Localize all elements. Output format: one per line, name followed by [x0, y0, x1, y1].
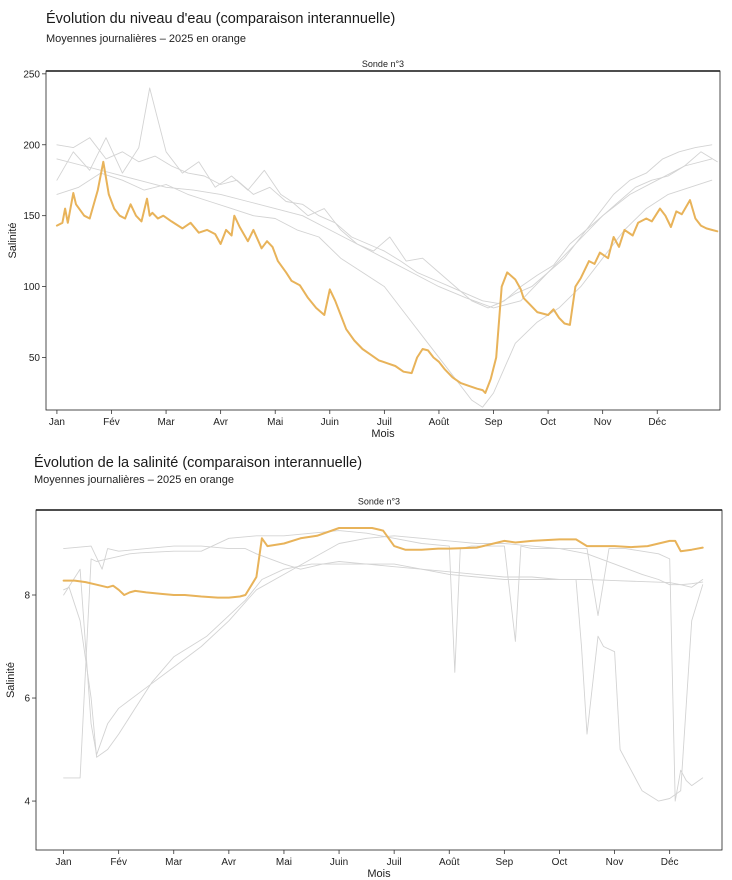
chart-title: Évolution de la salinité (comparaison in… [34, 455, 363, 471]
series-line-4 [63, 545, 704, 586]
series-line-2025 [55, 160, 719, 394]
water-level-chart: Sonde n°3 50 100 150 200 250 Jan Fév Mar Avr Mai Ju… [7, 56, 721, 440]
x-tick-label: Avr [213, 417, 228, 428]
salinity-chart: Sonde n°3 4 6 8 Jan Fév Mar Avr Mai Juin Juil Août S… [5, 492, 723, 880]
x-tick-label: Mai [267, 417, 283, 428]
x-tick-label: Jan [49, 417, 65, 428]
facet-strip [36, 492, 722, 510]
x-tick-label: Mai [276, 857, 292, 868]
x-tick-label: Nov [606, 857, 624, 868]
x-axis-title: Mois [371, 428, 395, 440]
series-line-3 [56, 172, 713, 408]
facet-strip [46, 56, 720, 71]
x-tick-label: Août [439, 857, 460, 868]
x-tick-label: Oct [540, 417, 556, 428]
series-line-2025 [62, 527, 704, 599]
x-tick-label: Jan [55, 857, 71, 868]
series-line-3 [63, 535, 704, 756]
x-tick-label: Oct [552, 857, 568, 868]
plot-panel [35, 509, 723, 851]
y-tick-label: 8 [24, 591, 30, 602]
y-tick-label: 50 [29, 353, 41, 364]
y-axis-title: Salinité [5, 662, 17, 698]
x-tick-label: Juil [387, 857, 402, 868]
chart-subtitle: Moyennes journalières – 2025 en orange [34, 474, 234, 486]
chart-title: Évolution du niveau d'eau (comparaison i… [46, 11, 396, 27]
y-tick-label: 250 [23, 69, 40, 80]
x-tick-label: Déc [648, 417, 666, 428]
y-tick-label: 4 [24, 797, 30, 808]
x-tick-label: Juil [377, 417, 392, 428]
y-tick-label: 6 [24, 694, 30, 705]
series-line-4 [56, 158, 713, 309]
x-tick-label: Juin [321, 417, 339, 428]
x-tick-label: Avr [221, 857, 236, 868]
x-axis-title: Mois [367, 868, 391, 880]
series-line-2 [63, 563, 704, 802]
facet-strip-label: Sonde n°3 [358, 497, 400, 507]
chart-panel-salinity: Évolution de la salinité (comparaison in… [0, 448, 732, 880]
y-tick-label: 150 [23, 211, 40, 222]
x-tick-label: Août [429, 417, 450, 428]
x-tick-label: Sep [485, 417, 503, 428]
series-line-2 [56, 137, 713, 305]
chart-subtitle: Moyennes journalières – 2025 en orange [46, 33, 246, 45]
x-tick-label: Déc [661, 857, 679, 868]
y-axis-title: Salinité [7, 222, 19, 258]
series-line-1 [56, 87, 718, 309]
x-tick-label: Juin [330, 857, 348, 868]
plot-panel [45, 70, 721, 411]
y-tick-label: 100 [23, 282, 40, 293]
x-tick-label: Fév [103, 417, 120, 428]
x-tick-label: Mar [165, 857, 183, 868]
x-tick-label: Mar [157, 417, 175, 428]
x-tick-label: Nov [594, 417, 612, 428]
x-tick-label: Fév [110, 857, 127, 868]
facet-strip-label: Sonde n°3 [362, 59, 404, 69]
chart-panel-water-level: Évolution du niveau d'eau (comparaison i… [7, 11, 721, 440]
x-tick-label: Sep [495, 857, 513, 868]
series-line-1 [63, 530, 704, 802]
y-tick-label: 200 [23, 140, 40, 151]
